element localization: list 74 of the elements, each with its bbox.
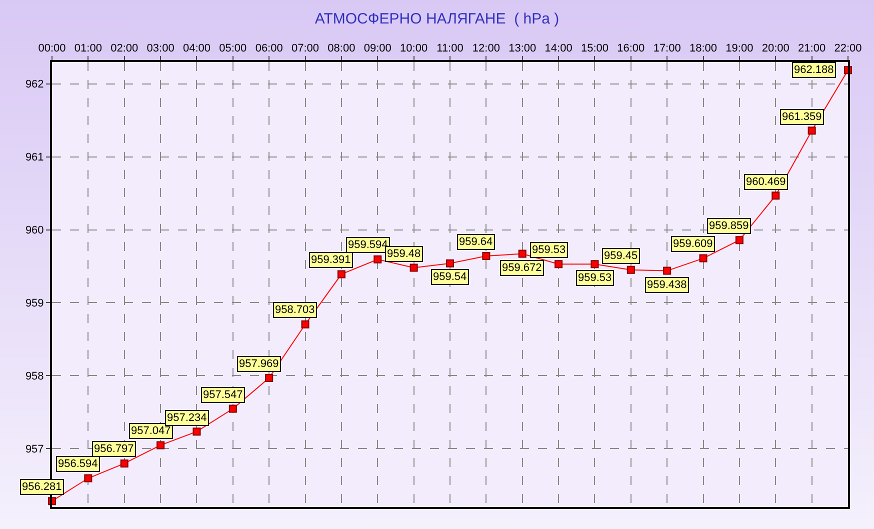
- data-label: 961.359: [782, 111, 822, 123]
- x-tick-label: 04:00: [182, 42, 210, 55]
- data-label: 957.047: [131, 425, 171, 437]
- point: [590, 260, 599, 268]
- point: [808, 126, 816, 135]
- x-tick-label: 17:00: [653, 42, 681, 55]
- y-tick-label: 958: [25, 370, 44, 383]
- data-label: 956.594: [58, 458, 98, 470]
- data-label: 960.469: [746, 176, 786, 188]
- point: [518, 250, 526, 258]
- data-label: 957.969: [239, 358, 279, 370]
- point: [772, 192, 780, 200]
- x-tick-label: 11:00: [436, 42, 464, 55]
- x-tick-label: 01:00: [74, 42, 102, 55]
- x-tick-label: 09:00: [364, 42, 392, 55]
- point: [120, 459, 128, 468]
- x-tick-label: 19:00: [726, 42, 754, 55]
- x-tick-label: 03:00: [146, 42, 174, 55]
- point: [192, 428, 201, 436]
- chart-title: АТМОСФЕРНО НАЛЯГАНЕ ( hPa ): [314, 10, 560, 28]
- x-tick-label: 05:00: [219, 42, 247, 55]
- data-label: 958.703: [275, 304, 315, 316]
- data-label: 959.594: [348, 239, 388, 251]
- point: [663, 266, 672, 275]
- x-tick-label: 08:00: [328, 42, 356, 55]
- data-label: 959.672: [502, 262, 542, 274]
- point: [301, 320, 310, 328]
- y-tick-label: 957: [25, 443, 44, 456]
- point: [265, 374, 274, 382]
- data-label: 956.797: [94, 443, 134, 455]
- data-label: 959.859: [709, 220, 749, 232]
- x-tick-label: 20:00: [762, 42, 790, 55]
- x-tick-label: 14:00: [544, 42, 572, 55]
- data-label: 959.48: [387, 248, 421, 260]
- point: [626, 266, 635, 274]
- data-label: 959.64: [459, 236, 493, 248]
- data-label: 959.54: [433, 271, 467, 283]
- point: [446, 259, 454, 268]
- y-tick-label: 959: [25, 298, 44, 310]
- data-label: 959.609: [673, 238, 713, 250]
- data-label: 962.188: [794, 64, 834, 76]
- point: [482, 252, 490, 260]
- x-tick-label: 07:00: [292, 42, 320, 55]
- data-label: 959.45: [604, 250, 638, 262]
- x-tick-label: 18:00: [690, 42, 718, 55]
- x-tick-label: 21:00: [798, 42, 826, 55]
- point: [156, 441, 165, 450]
- x-tick-label: 15:00: [580, 42, 608, 55]
- data-label: 957.234: [167, 412, 207, 424]
- data-label: 959.438: [647, 279, 687, 291]
- x-tick-label: 00:00: [38, 42, 66, 55]
- point: [699, 254, 708, 262]
- y-tick-label: 962: [25, 78, 44, 91]
- point: [374, 255, 382, 264]
- point: [410, 264, 418, 272]
- point: [228, 404, 237, 413]
- data-label: 959.53: [532, 244, 566, 256]
- point: [84, 474, 92, 482]
- y-tick-label: 961: [25, 152, 44, 164]
- point: [735, 236, 744, 244]
- x-tick-label: 10:00: [400, 42, 428, 55]
- x-tick-label: 02:00: [110, 42, 138, 55]
- y-tick-label: 960: [25, 224, 44, 237]
- x-tick-label: 16:00: [617, 42, 645, 55]
- x-tick-label: 12:00: [472, 42, 500, 55]
- x-tick-label: 13:00: [508, 42, 536, 55]
- point: [337, 270, 346, 278]
- x-tick-label: 22:00: [834, 42, 862, 55]
- data-label: 959.391: [311, 254, 351, 266]
- x-tick-label: 06:00: [255, 42, 283, 55]
- data-label: 956.281: [22, 481, 62, 493]
- point: [554, 260, 563, 268]
- data-label: 957.547: [203, 389, 243, 401]
- data-label: 959.53: [578, 272, 612, 284]
